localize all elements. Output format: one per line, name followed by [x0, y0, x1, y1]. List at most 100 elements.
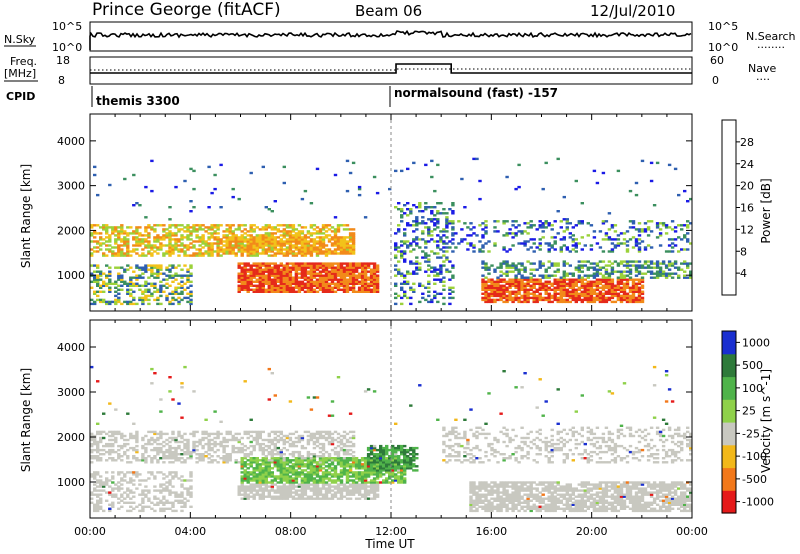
- velocity-cell: [96, 430, 100, 434]
- velocity-cell: [279, 485, 283, 488]
- velocity-cell: [111, 471, 115, 474]
- power-cell: [670, 238, 675, 241]
- power-cell: [604, 270, 609, 273]
- power-cell: [559, 280, 563, 283]
- velocity-cell: [144, 493, 148, 496]
- power-cell: [246, 290, 250, 293]
- velocity-cell: [264, 495, 268, 498]
- power-cell: [517, 270, 521, 273]
- velocity-cell: [267, 461, 271, 464]
- power-cell: [610, 290, 615, 293]
- velocity-cell: [348, 493, 353, 496]
- power-cell: [276, 270, 280, 273]
- power-cell: [637, 242, 642, 245]
- power-cell: [237, 264, 241, 267]
- power-cell: [111, 228, 115, 231]
- velocity-cell: [267, 493, 271, 496]
- power-cell: [360, 266, 365, 269]
- power-cell: [165, 268, 169, 271]
- power-cell: [502, 288, 506, 291]
- power-cell: [559, 294, 563, 298]
- power-cell: [291, 246, 296, 249]
- power-cell: [511, 224, 515, 227]
- velocity-cell: [99, 440, 103, 444]
- power-cell: [686, 276, 690, 279]
- power-cell: [625, 262, 630, 265]
- power-cell: [406, 296, 410, 300]
- power-cell: [291, 286, 296, 289]
- velocity-cell: [165, 487, 169, 490]
- velocity-cell: [195, 444, 199, 448]
- power-cell: [655, 260, 660, 263]
- velocity-cell: [261, 457, 265, 460]
- power-cell: [348, 266, 353, 269]
- power-cell: [303, 272, 308, 275]
- power-cell: [168, 244, 172, 247]
- velocity-cell: [240, 497, 244, 500]
- velocity-cell: [123, 453, 127, 456]
- power-cell: [634, 238, 639, 241]
- power-cell: [375, 278, 380, 281]
- velocity-cell: [303, 463, 308, 466]
- power-cell: [291, 276, 296, 279]
- power-cell: [357, 282, 362, 285]
- velocity-cell: [342, 485, 347, 488]
- power-cell: [598, 298, 603, 302]
- power-cell: [216, 252, 220, 255]
- velocity-cell: [336, 450, 341, 454]
- power-cell: [634, 260, 639, 263]
- power-cell: [327, 286, 332, 289]
- power-cell: [622, 286, 627, 289]
- power-cell: [562, 300, 566, 304]
- power-cell: [111, 226, 115, 229]
- power-cell: [589, 288, 594, 291]
- power-cell: [577, 264, 581, 267]
- power-cell: [306, 264, 311, 267]
- power-cell: [264, 252, 268, 255]
- velocity-cell: [336, 457, 341, 460]
- power-cell: [240, 238, 244, 241]
- power-cell: [273, 274, 277, 277]
- velocity-cell: [258, 489, 262, 492]
- power-cell: [628, 278, 633, 281]
- power-cell: [586, 222, 590, 225]
- power-cell: [559, 220, 563, 223]
- velocity-cell: [150, 471, 154, 474]
- power-cell: [159, 246, 163, 249]
- power-cell: [105, 264, 109, 267]
- power-cell: [135, 240, 139, 243]
- velocity-cell: [240, 446, 244, 450]
- velocity-cell: [312, 471, 317, 474]
- power-cell: [99, 284, 103, 287]
- power-cell: [562, 298, 566, 302]
- velocity-cell: [180, 448, 184, 452]
- power-cell: [415, 224, 419, 227]
- power-cell: [628, 220, 633, 223]
- power-cell: [249, 278, 253, 281]
- power-cell: [303, 244, 308, 247]
- velocity-cell: [273, 479, 277, 482]
- power-cell: [418, 266, 422, 269]
- power-cell: [568, 232, 572, 235]
- power-cell: [616, 298, 621, 302]
- power-cell: [673, 238, 678, 241]
- velocity-cell: [96, 444, 100, 448]
- power-cell: [249, 252, 253, 255]
- power-cell: [111, 230, 115, 233]
- power-cell: [246, 268, 250, 271]
- power-cell: [484, 286, 488, 289]
- velocity-cell: [102, 430, 106, 434]
- velocity-cell: [303, 469, 308, 472]
- velocity-cell: [321, 487, 326, 490]
- power-cell: [595, 286, 600, 289]
- power-cell: [354, 264, 359, 267]
- power-cell: [105, 248, 109, 251]
- velocity-cell: [261, 438, 265, 442]
- power-cell: [640, 230, 645, 233]
- power-cell: [400, 214, 404, 217]
- power-cell: [333, 244, 338, 247]
- nave-tick-hi: 60: [710, 54, 724, 67]
- power-cell: [120, 224, 124, 227]
- power-cell: [333, 290, 338, 293]
